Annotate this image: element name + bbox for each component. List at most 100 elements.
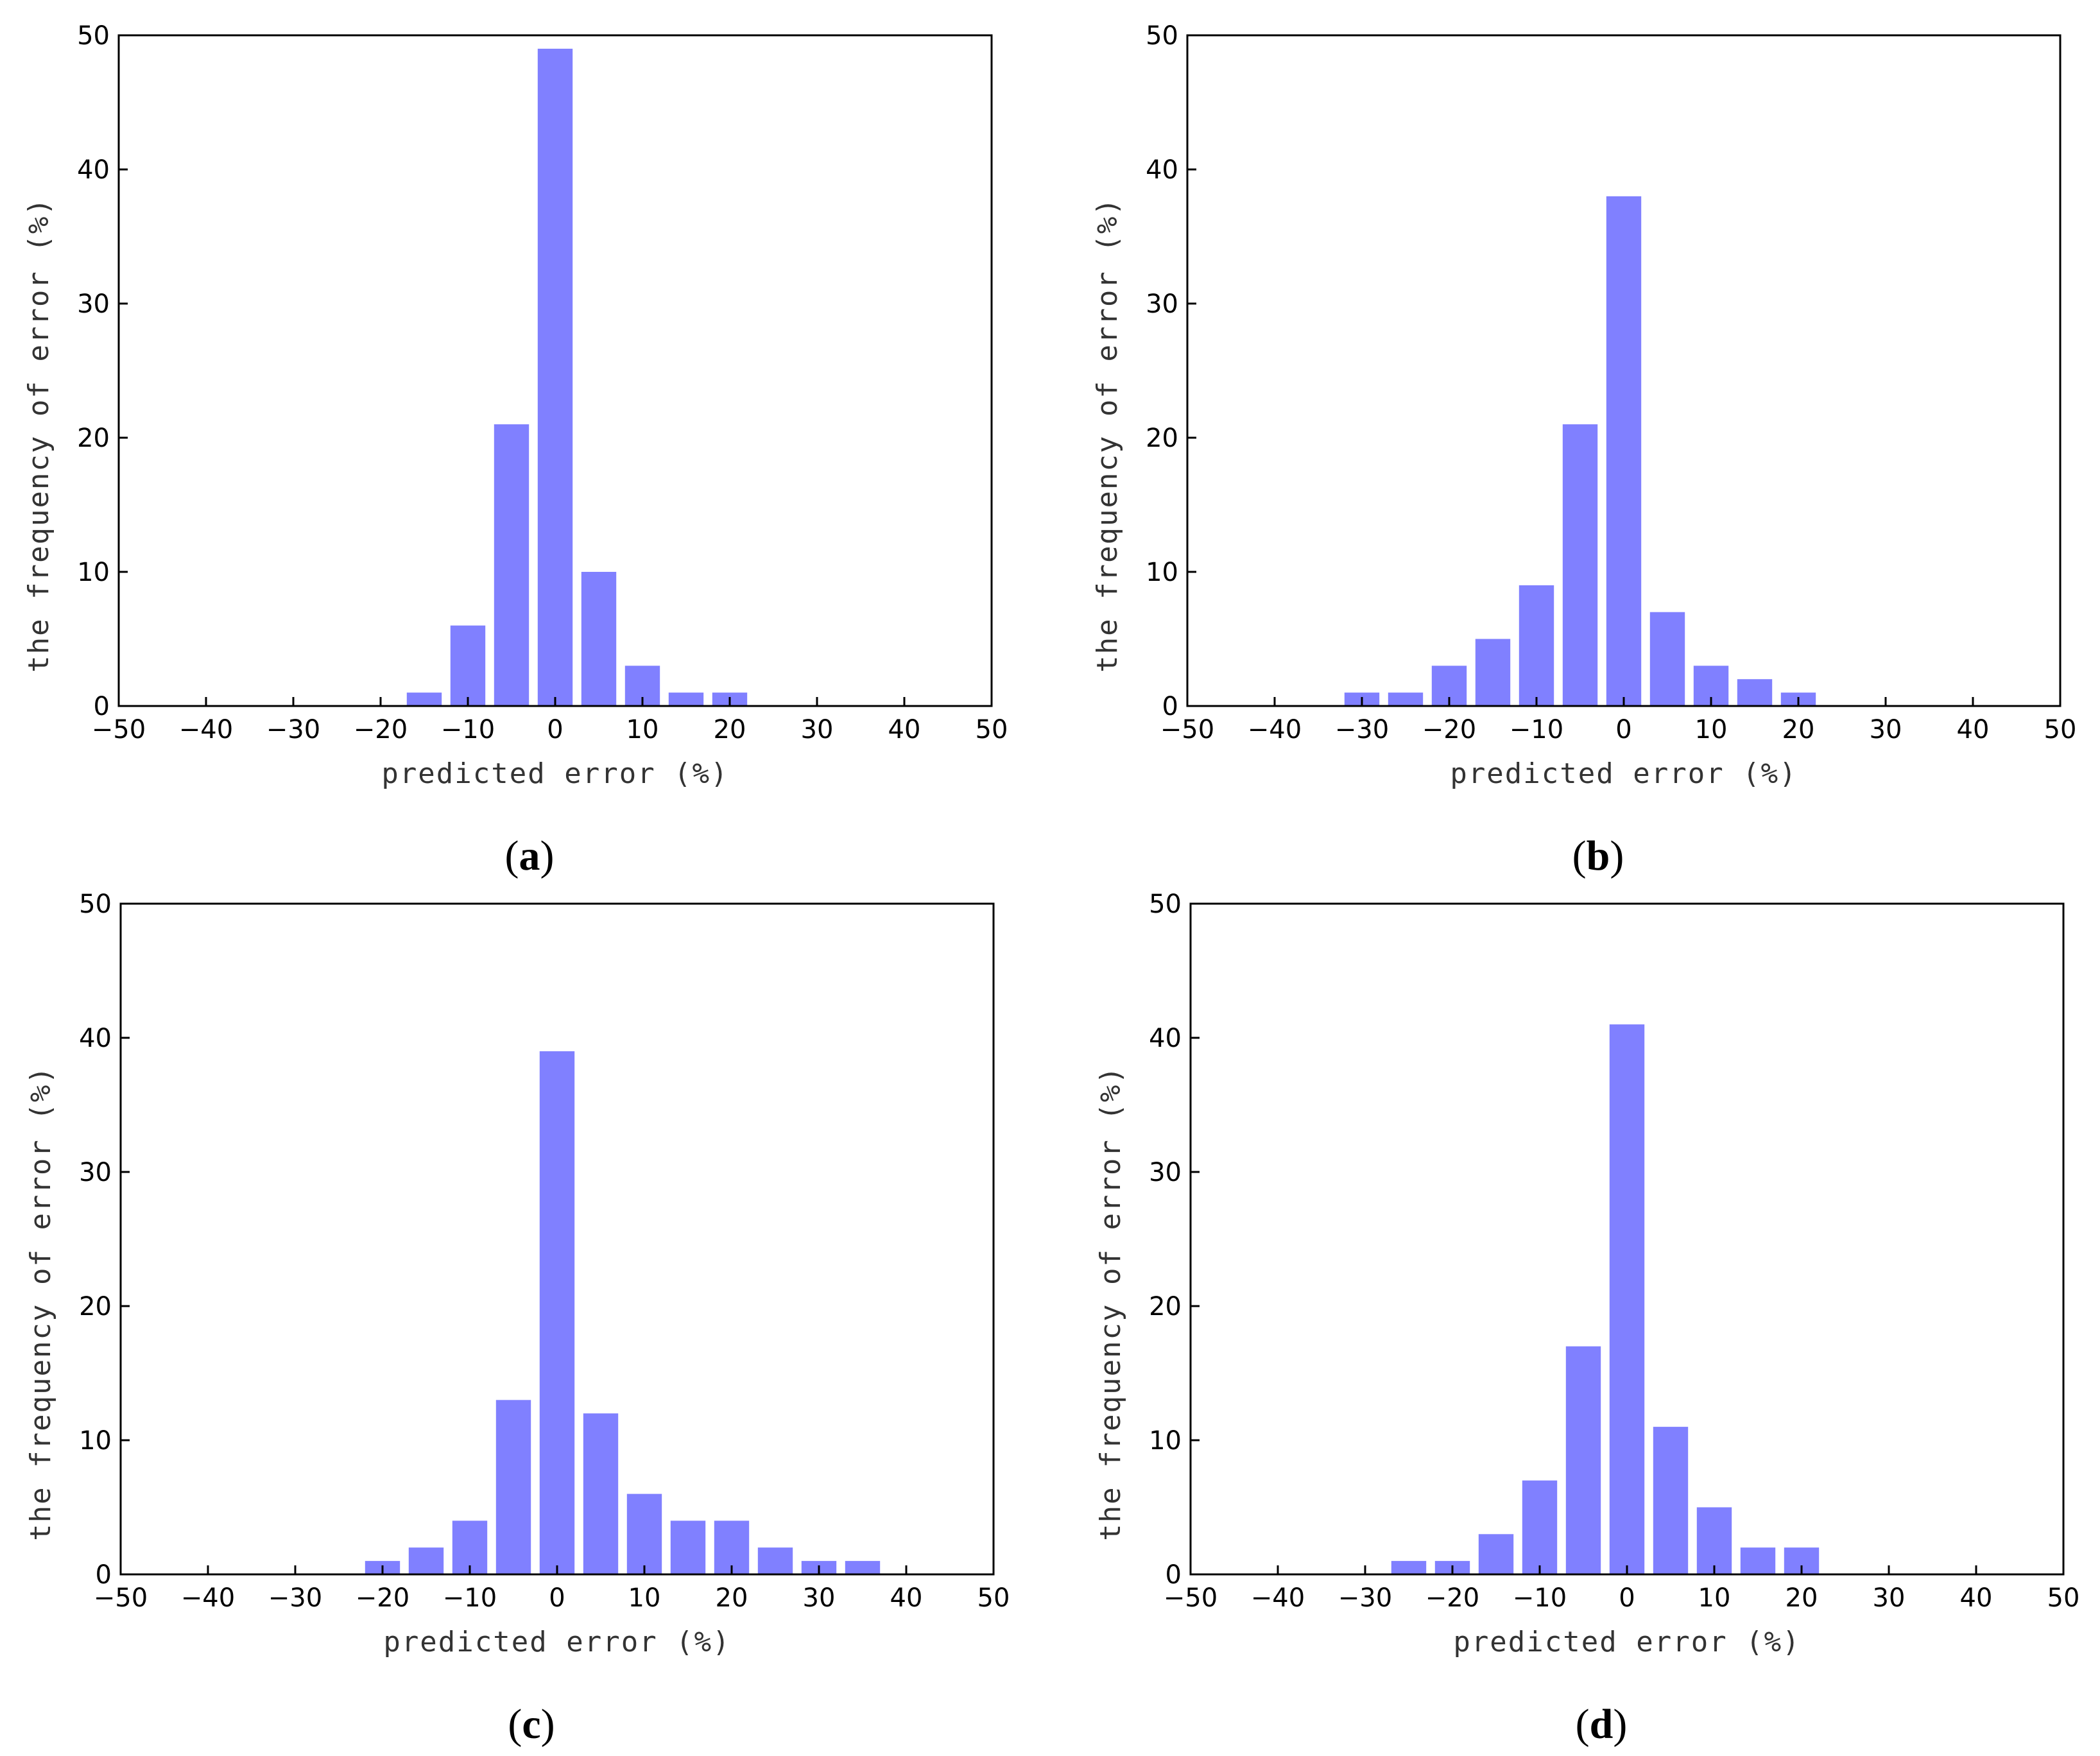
x-tick-label-d-4: −10 xyxy=(1513,1583,1567,1613)
x-tick-label-d-9: 40 xyxy=(1960,1583,1993,1613)
bar-d-7 xyxy=(1696,1507,1732,1574)
x-tick-label-a-7: 20 xyxy=(714,715,746,745)
x-tick-label-b-1: −40 xyxy=(1248,715,1302,745)
y-tick-label-c-3: 30 xyxy=(79,1158,112,1187)
bar-c-1 xyxy=(408,1547,444,1574)
y-tick-label-b-1: 10 xyxy=(1146,558,1178,587)
y-axis-title-c: the frequency of error (%) xyxy=(24,1065,57,1541)
bar-b-4 xyxy=(1519,585,1554,706)
y-tick-label-c-1: 10 xyxy=(79,1426,112,1456)
x-tick-label-c-1: −40 xyxy=(181,1583,235,1613)
bar-a-4 xyxy=(581,572,617,706)
x-tick-label-b-3: −20 xyxy=(1422,715,1476,745)
x-tick-label-a-2: −30 xyxy=(266,715,320,745)
x-axis-title-d: predicted error (%) xyxy=(1453,1626,1800,1658)
x-tick-label-a-4: −10 xyxy=(441,715,495,745)
x-tick-label-c-3: −20 xyxy=(356,1583,409,1613)
y-tick-label-c-2: 20 xyxy=(79,1292,112,1321)
x-tick-label-d-3: −20 xyxy=(1425,1583,1479,1613)
y-axis-title-d: the frequency of error (%) xyxy=(1094,1065,1127,1541)
y-tick-label-b-5: 50 xyxy=(1146,21,1178,51)
x-tick-label-d-2: −30 xyxy=(1338,1583,1392,1613)
x-tick-label-b-0: −50 xyxy=(1160,715,1214,745)
x-tick-label-a-0: −50 xyxy=(92,715,146,745)
bar-d-4 xyxy=(1565,1346,1601,1574)
chart-panel-b: −50 −40 −30 −20 −10 0 10 20 30 40 50 0 10 20 30 40 50 pre… xyxy=(1091,21,2076,879)
y-tick-label-a-3: 30 xyxy=(77,289,110,319)
bar-c-3 xyxy=(495,1400,531,1574)
x-tick-label-a-5: 0 xyxy=(547,715,563,745)
bar-c-6 xyxy=(626,1493,662,1574)
bar-a-2 xyxy=(494,424,529,706)
x-axis-title-b: predicted error (%) xyxy=(1450,757,1797,790)
bar-a-1 xyxy=(450,625,486,706)
panel-label-a: (a) xyxy=(505,832,555,879)
y-tick-label-b-3: 30 xyxy=(1146,289,1178,319)
bar-d-8 xyxy=(1740,1547,1776,1574)
x-tick-label-c-0: −50 xyxy=(94,1583,148,1613)
x-tick-label-a-1: −40 xyxy=(179,715,233,745)
panel-label-d: (d) xyxy=(1576,1701,1628,1748)
x-tick-label-d-5: 0 xyxy=(1619,1583,1635,1613)
y-tick-label-c-5: 50 xyxy=(79,890,112,919)
bar-c-5 xyxy=(583,1413,619,1574)
x-tick-label-c-4: −10 xyxy=(443,1583,497,1613)
y-tick-label-d-3: 30 xyxy=(1149,1158,1182,1187)
bar-c-7 xyxy=(670,1520,706,1574)
x-tick-label-c-8: 30 xyxy=(803,1583,836,1613)
bar-d-0 xyxy=(1391,1561,1427,1574)
y-axis-title-b: the frequency of error (%) xyxy=(1091,197,1124,673)
y-tick-label-d-4: 40 xyxy=(1149,1024,1182,1053)
y-tick-label-d-2: 20 xyxy=(1149,1292,1182,1321)
y-tick-label-d-1: 10 xyxy=(1149,1426,1182,1456)
x-tick-label-d-1: −40 xyxy=(1251,1583,1305,1613)
x-tick-label-b-7: 20 xyxy=(1782,715,1815,745)
x-tick-label-a-6: 10 xyxy=(626,715,659,745)
y-tick-label-d-5: 50 xyxy=(1149,890,1182,919)
x-tick-label-b-9: 40 xyxy=(1957,715,1990,745)
x-tick-label-b-2: −30 xyxy=(1335,715,1389,745)
bar-a-0 xyxy=(406,693,442,706)
bar-c-4 xyxy=(539,1051,575,1574)
chart-panel-c: −50 −40 −30 −20 −10 0 10 20 30 40 50 0 10 20 30 40 50 pre… xyxy=(24,890,1010,1748)
bar-b-1 xyxy=(1388,693,1424,706)
x-axis-title-a: predicted error (%) xyxy=(381,757,728,790)
y-tick-label-b-2: 20 xyxy=(1146,424,1178,453)
y-tick-label-a-0: 0 xyxy=(94,692,110,721)
y-axis-title-a: the frequency of error (%) xyxy=(22,197,55,673)
x-tick-label-b-6: 10 xyxy=(1695,715,1728,745)
x-tick-label-a-10: 50 xyxy=(976,715,1008,745)
y-tick-label-a-2: 20 xyxy=(77,424,110,453)
x-tick-label-c-9: 40 xyxy=(890,1583,923,1613)
bar-b-7 xyxy=(1649,612,1685,706)
bar-c-11 xyxy=(845,1561,881,1574)
x-tick-label-b-8: 30 xyxy=(1870,715,1902,745)
x-tick-label-c-6: 10 xyxy=(628,1583,661,1613)
bar-d-6 xyxy=(1653,1427,1689,1574)
x-tick-label-c-10: 50 xyxy=(977,1583,1010,1613)
y-tick-label-c-4: 40 xyxy=(79,1024,112,1053)
bar-b-9 xyxy=(1737,679,1773,706)
x-tick-label-d-8: 30 xyxy=(1873,1583,1906,1613)
bar-b-5 xyxy=(1562,424,1598,706)
bar-d-2 xyxy=(1478,1534,1514,1574)
chart-panel-d: −50 −40 −30 −20 −10 0 10 20 30 40 50 0 10 20 30 40 50 pre… xyxy=(1094,890,2079,1748)
x-axis-title-c: predicted error (%) xyxy=(383,1626,730,1658)
x-tick-label-d-7: 20 xyxy=(1786,1583,1818,1613)
chart-panel-a: −50 −40 −30 −20 −10 0 10 20 30 40 50 0 10 20 30 40 50 pre… xyxy=(22,21,1008,879)
y-tick-label-b-0: 0 xyxy=(1162,692,1178,721)
x-tick-label-b-4: −10 xyxy=(1510,715,1563,745)
panel-label-b: (b) xyxy=(1572,832,1624,879)
x-tick-label-c-2: −30 xyxy=(268,1583,322,1613)
x-tick-label-b-5: 0 xyxy=(1615,715,1631,745)
x-tick-label-a-3: −20 xyxy=(354,715,408,745)
y-tick-label-a-1: 10 xyxy=(77,558,110,587)
x-tick-label-a-9: 40 xyxy=(888,715,921,745)
y-tick-label-c-0: 0 xyxy=(96,1560,112,1590)
x-tick-label-b-10: 50 xyxy=(2044,715,2077,745)
y-tick-label-a-5: 50 xyxy=(77,21,110,51)
panel-label-c: (c) xyxy=(508,1701,555,1748)
bar-b-3 xyxy=(1475,639,1511,706)
x-tick-label-a-8: 30 xyxy=(801,715,834,745)
